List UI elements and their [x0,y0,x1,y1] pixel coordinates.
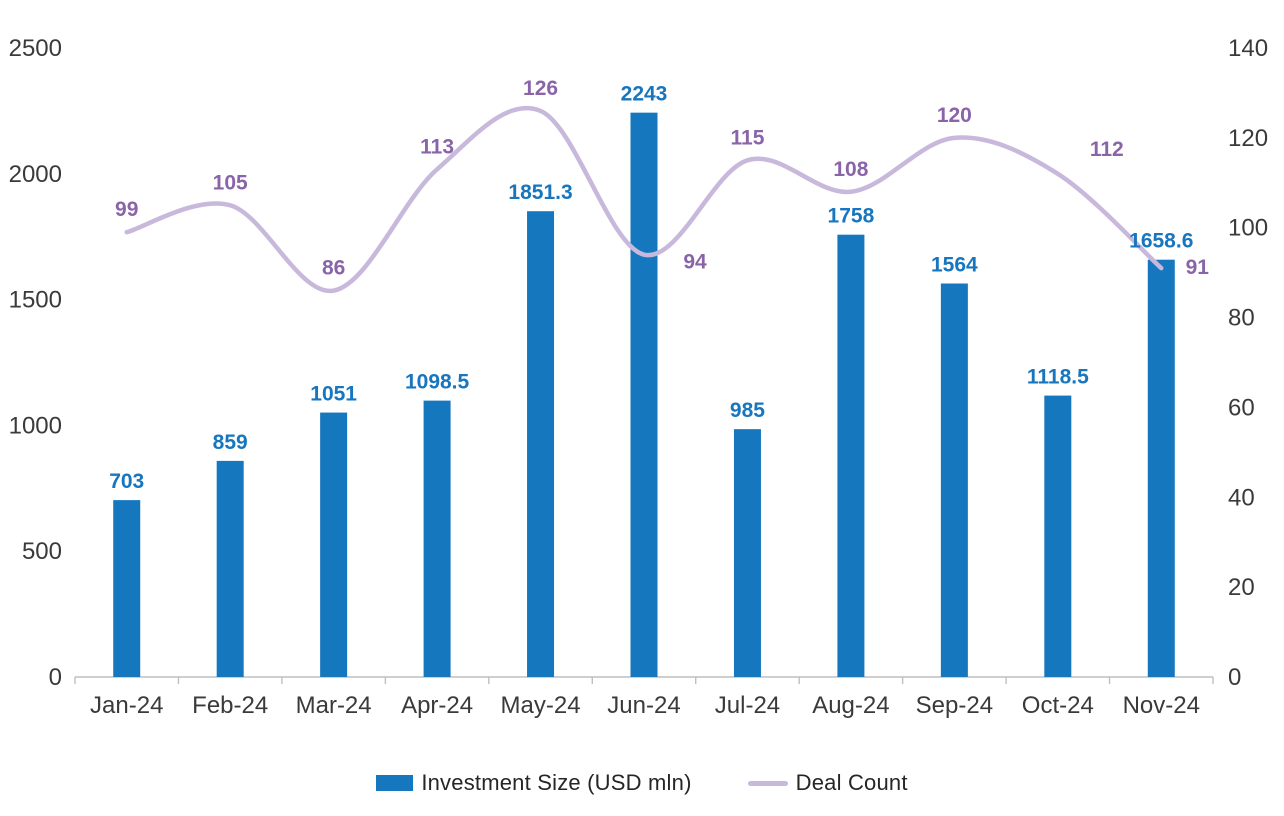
line-series-swatch [747,780,788,786]
bar-Jun-24 [630,112,658,678]
combo-chart-plot: 0 500 1000 1500 2000 2500 0 20 40 60 80 100 120 140 Ja… [9,35,1268,719]
left-axis-tick-label: 1500 [9,287,62,314]
bar-data-label: 1098.5 [405,371,470,394]
line-data-label: 115 [731,126,765,149]
bar-data-label: 859 [213,431,248,454]
line-data-label: 99 [115,198,138,221]
right-axis-tick-label: 120 [1228,125,1268,152]
bar-Sep-24 [940,283,968,677]
right-axis-tick-label: 0 [1228,664,1241,691]
x-axis-category-label: Feb-24 [192,692,268,719]
bar-Nov-24 [1147,259,1175,677]
bar-May-24 [527,211,555,677]
legend-label-deal-count: Deal Count [795,770,908,795]
left-axis-tick-label: 2500 [9,35,62,62]
x-axis-category-label: Sep-24 [916,692,993,719]
legend-item-investment-size: Investment Size (USD mln) [376,770,691,796]
bar-Jul-24 [733,429,761,677]
right-axis-tick-label: 40 [1228,484,1255,511]
bar-Jan-24 [113,500,141,677]
right-axis-tick-label: 20 [1228,574,1255,601]
right-axis-tick-label: 140 [1228,35,1268,62]
deal-count-line [124,105,1164,293]
bar-data-label: 1564 [931,253,978,276]
right-axis-tick-label: 100 [1228,215,1268,242]
right-axis-tick-label: 80 [1228,305,1255,332]
bar-data-label: 703 [109,470,144,493]
line-data-label: 86 [322,257,345,280]
x-axis-category-label: Nov-24 [1123,692,1200,719]
bar-data-label: 985 [730,399,765,422]
bar-Oct-24 [1044,395,1072,677]
legend-item-deal-count: Deal Count [747,770,908,796]
x-axis-category-label: Jan-24 [90,692,163,719]
left-axis-tick-label: 500 [22,538,62,565]
bar-Mar-24 [320,412,348,677]
left-axis-tick-label: 2000 [9,161,62,188]
bar-data-label: 1051 [310,383,357,406]
x-axis-category-label: Mar-24 [296,692,372,719]
bar-data-label: 1758 [828,205,875,228]
line-data-label: 120 [937,104,972,127]
legend: Investment Size (USD mln) Deal Count [0,770,1284,796]
right-axis-tick-label: 60 [1228,394,1255,421]
bar-series-swatch [376,775,414,791]
line-data-label: 94 [683,251,707,274]
bar-data-label: 2243 [621,83,668,106]
legend-label-investment-size: Investment Size (USD mln) [421,770,692,795]
x-axis-category-label: Jul-24 [715,692,780,719]
x-axis-category-label: Aug-24 [812,692,889,719]
line-data-label: 91 [1186,256,1210,279]
bar-Aug-24 [837,234,865,677]
line-data-label: 112 [1090,138,1124,161]
bar-Apr-24 [423,400,451,677]
x-axis-category-label: Jun-24 [607,692,680,719]
line-data-label: 105 [213,171,248,194]
bar-data-label: 1658.6 [1129,230,1193,253]
bar-data-label: 1851.3 [508,181,572,204]
left-axis-tick-label: 1000 [9,412,62,439]
x-axis-category-label: May-24 [501,692,581,719]
bar-data-label: 1118.5 [1027,366,1089,389]
left-axis-tick-label: 0 [49,664,62,691]
line-data-label: 108 [833,158,868,181]
x-axis-category-label: Apr-24 [401,692,473,719]
bar-Feb-24 [216,460,244,677]
line-data-label: 113 [420,135,454,158]
x-axis-category-label: Oct-24 [1022,692,1094,719]
line-data-label: 126 [523,77,558,100]
